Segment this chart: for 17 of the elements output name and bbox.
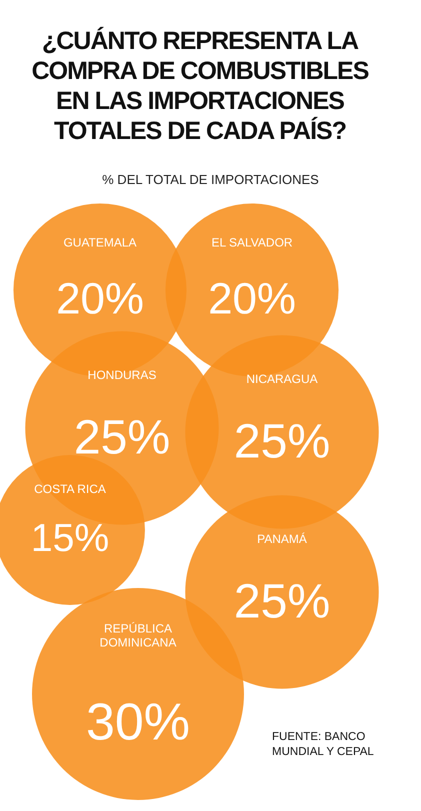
data-label: 15% [30, 516, 110, 560]
source-note: FUENTE: BANCO MUNDIAL Y CEPAL [272, 730, 375, 760]
text: ¿CUÁNTO REPRESENTA LA COMPRA DE COMBUSTIBLES EN LAS IMPORTACIONES TOTALES DE CADA PAÍS? [30, 26, 370, 146]
data-label: 20% [208, 274, 296, 324]
data-label: 25% [234, 574, 330, 629]
category-label: PANAMÁ [257, 532, 307, 546]
data-label: 20% [56, 274, 144, 324]
category-label: REPÚBLICA DOMINICANA [100, 621, 176, 650]
category-label: HONDURAS [88, 368, 156, 382]
data-label: 25% [234, 414, 330, 469]
category-label: COSTA RICA [34, 482, 106, 496]
category-label: GUATEMALA [63, 235, 137, 250]
category-label: NICARAGUA [246, 372, 318, 386]
data-label: 30% [86, 694, 190, 752]
data-label: 25% [74, 410, 170, 465]
category-label: EL SALVADOR [211, 235, 293, 250]
text: % DEL TOTAL DE IMPORTACIONES [101, 172, 320, 187]
